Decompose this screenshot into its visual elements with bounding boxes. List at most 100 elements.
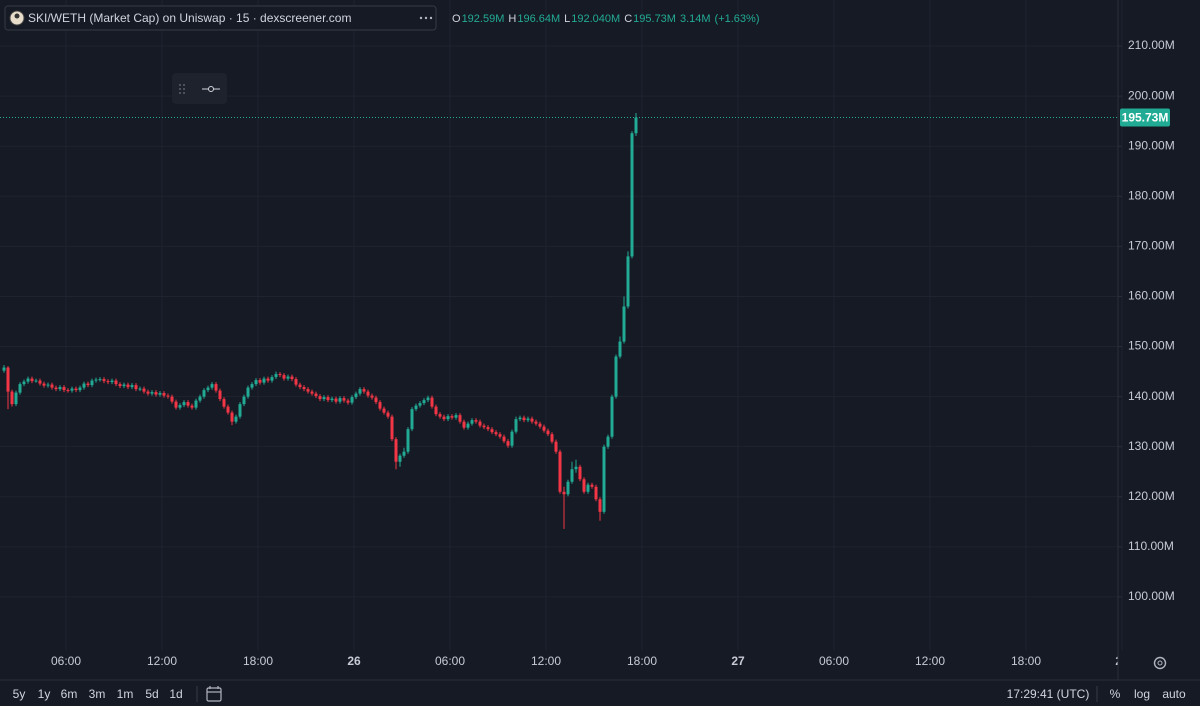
change: 3.14M [680,13,711,25]
candle-body [162,393,166,396]
candle-body [558,451,562,492]
candle-body [350,397,354,403]
candle-body [178,405,182,408]
candle-body [86,383,90,386]
candle-body [502,436,506,442]
candle-body [526,418,530,421]
candle-body [314,393,318,397]
candle-body [554,441,558,452]
candle-body [190,405,194,408]
candle-body [298,384,302,388]
candle-body [494,432,498,435]
candle-body [290,376,294,380]
candle-body [226,406,230,413]
candle-body [538,423,542,427]
y-tick-label: 140.00M [1128,389,1175,403]
y-tick-label: 170.00M [1128,239,1175,253]
y-tick-label: 150.00M [1128,339,1175,353]
candle-body [626,256,630,307]
candle-body [58,387,62,390]
settings-icon-center [1157,660,1163,666]
candle-body [222,399,226,407]
candle-body [566,481,570,495]
candle-body [98,379,102,381]
range-button[interactable]: 1d [169,687,182,701]
x-tick-label: 18:00 [627,654,657,668]
candle-body [318,396,322,400]
last-price-tag [1120,108,1170,127]
candle-body [174,401,178,408]
change-pct: (+1.63%) [715,13,760,25]
candle-body [446,416,450,420]
candle-body [458,415,462,422]
y-axis: 100.00M 110.00M 120.00M 130.00M 140.00M 150.0… [1118,38,1175,603]
ohlc-value: 195.73M [633,13,676,25]
floating-toolbar[interactable] [172,73,227,104]
more-dots[interactable] [419,16,433,20]
candle-body [630,133,634,257]
candle-body [378,402,382,409]
percent-toggle[interactable]: % [1110,687,1121,701]
candle-body [214,384,218,391]
candle-body [10,391,14,405]
candle-body [322,397,326,400]
legend-box[interactable] [4,5,437,31]
candle-body [278,374,282,376]
candle-body [258,380,262,383]
candle-body [414,405,418,410]
candle-body [266,378,270,381]
candle-body [38,380,42,384]
auto-toggle[interactable]: auto [1162,687,1186,701]
ohlc-key: L [564,13,570,25]
last-price-label: 195.73M [1122,111,1169,125]
range-button[interactable]: 5d [145,687,158,701]
candle-body [134,385,138,390]
candle-body [466,423,470,428]
candle-body [498,434,502,437]
candle-body [562,491,566,495]
candle-body [594,486,598,500]
candle-body [306,389,310,392]
x-tick-label: 12:00 [915,654,945,668]
candle-body [522,417,526,421]
range-button[interactable]: 6m [61,687,78,701]
x-tick-label: 28 [1115,654,1129,668]
token-icon-detail [14,13,20,19]
candle-body [18,384,22,393]
candle-body [210,384,214,388]
y-tick-label: 190.00M [1128,138,1175,152]
candle-body [50,384,54,388]
calendar-icon[interactable] [206,686,222,702]
drag-handle [179,84,185,94]
candle-body [282,375,286,379]
log-toggle[interactable]: log [1134,687,1150,701]
candle-body [506,441,510,446]
candle-body [426,397,430,401]
range-button[interactable]: 5y [13,687,26,701]
x-tick-label: 27 [731,654,745,668]
candle-body [74,388,78,391]
range-button[interactable]: 3m [89,687,106,701]
range-button[interactable]: 1m [117,687,134,701]
x-tick-label: 18:00 [243,654,273,668]
candle-body [270,377,274,381]
candle-body [370,395,374,398]
range-button[interactable]: 1y [38,687,51,701]
settings-icon[interactable] [1153,656,1167,670]
candle-body [158,393,162,395]
candle-body [106,381,110,383]
candle-body [34,380,38,382]
clock: 17:29:41 (UTC) [1007,687,1090,701]
candle-body [30,378,34,382]
candle-body [62,387,66,391]
candle-body [418,403,422,406]
candle-body [586,484,590,492]
candle-body [550,434,554,442]
x-tick-label: 06:00 [819,654,849,668]
candle-body [386,412,390,417]
candle-body [262,378,266,383]
ohlc-key: C [624,13,632,25]
candle-body [26,378,30,382]
candle-body [346,400,350,403]
